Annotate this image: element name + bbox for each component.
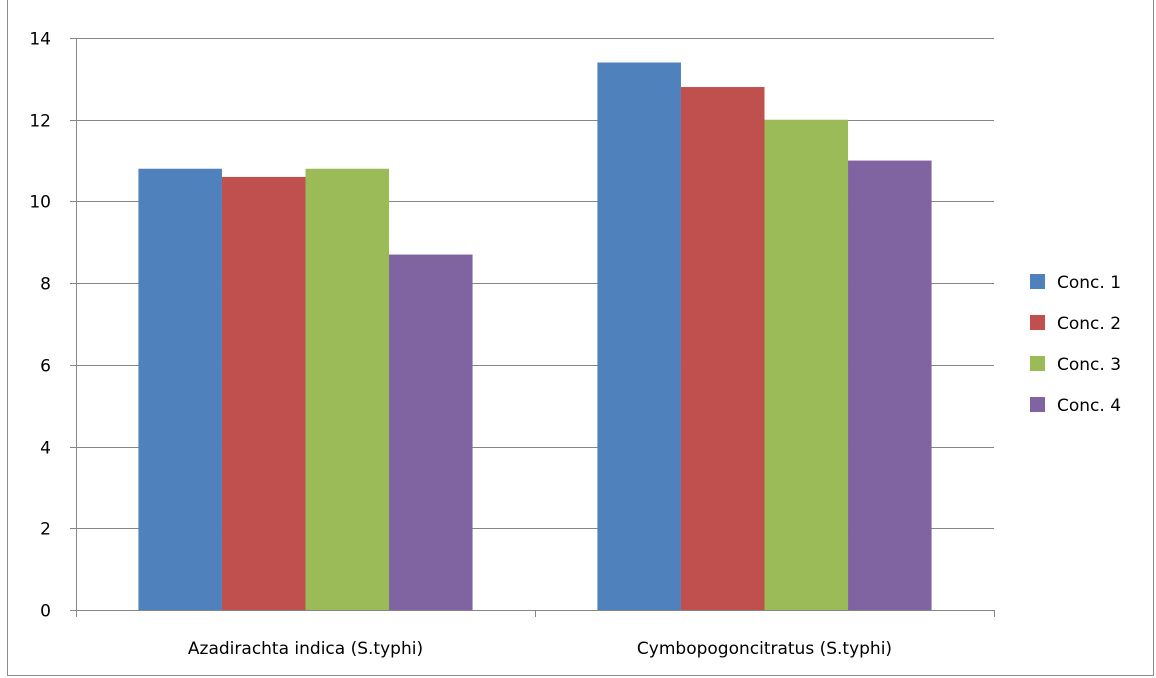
y-tick-label: 8 bbox=[40, 275, 51, 295]
bar-conc-2-cat-1 bbox=[680, 87, 765, 611]
legend-item: Conc. 3 bbox=[1030, 355, 1121, 375]
y-tick-label: 14 bbox=[29, 30, 51, 50]
bar-conc-1-cat-0 bbox=[138, 168, 222, 610]
chart-frame bbox=[7, 0, 1154, 676]
legend-swatch bbox=[1030, 274, 1045, 289]
axes bbox=[70, 38, 995, 617]
y-tick-label: 6 bbox=[40, 357, 51, 377]
legend-swatch bbox=[1030, 397, 1045, 412]
legend-label: Conc. 3 bbox=[1057, 355, 1121, 375]
legend-label: Conc. 2 bbox=[1057, 314, 1121, 334]
legend-item: Conc. 4 bbox=[1030, 396, 1121, 416]
legend-swatch bbox=[1030, 356, 1045, 371]
bars bbox=[138, 62, 932, 611]
bar-conc-4-cat-0 bbox=[389, 254, 473, 611]
y-tick-label: 4 bbox=[40, 439, 51, 459]
bar-conc-1-cat-1 bbox=[597, 62, 681, 611]
y-tick-label: 0 bbox=[40, 602, 51, 622]
x-category-label: Azadirachta indica (S.typhi) bbox=[188, 639, 423, 659]
legend-label: Conc. 4 bbox=[1057, 396, 1121, 416]
legend-swatch bbox=[1030, 315, 1045, 330]
y-tick-label: 2 bbox=[40, 520, 51, 540]
legend: Conc. 1 Conc. 2 Conc. 3 Conc. 4 bbox=[1030, 273, 1121, 416]
legend-item: Conc. 2 bbox=[1030, 314, 1121, 334]
x-category-label: Cymbopogoncitratus (S.typhi) bbox=[637, 639, 892, 659]
y-tick-label: 12 bbox=[29, 112, 51, 132]
bar-conc-3-cat-1 bbox=[764, 119, 849, 610]
legend-label: Conc. 1 bbox=[1057, 273, 1121, 293]
bar-conc-2-cat-0 bbox=[221, 176, 306, 610]
bar-conc-3-cat-0 bbox=[305, 168, 390, 610]
y-tick-label: 10 bbox=[29, 193, 51, 213]
legend-item: Conc. 1 bbox=[1030, 273, 1121, 293]
x-category-labels: Azadirachta indica (S.typhi) Cymbopogonci… bbox=[188, 639, 892, 659]
bar-conc-4-cat-1 bbox=[848, 160, 932, 611]
y-tick-labels: 0 2 4 6 8 10 12 14 bbox=[29, 30, 51, 622]
